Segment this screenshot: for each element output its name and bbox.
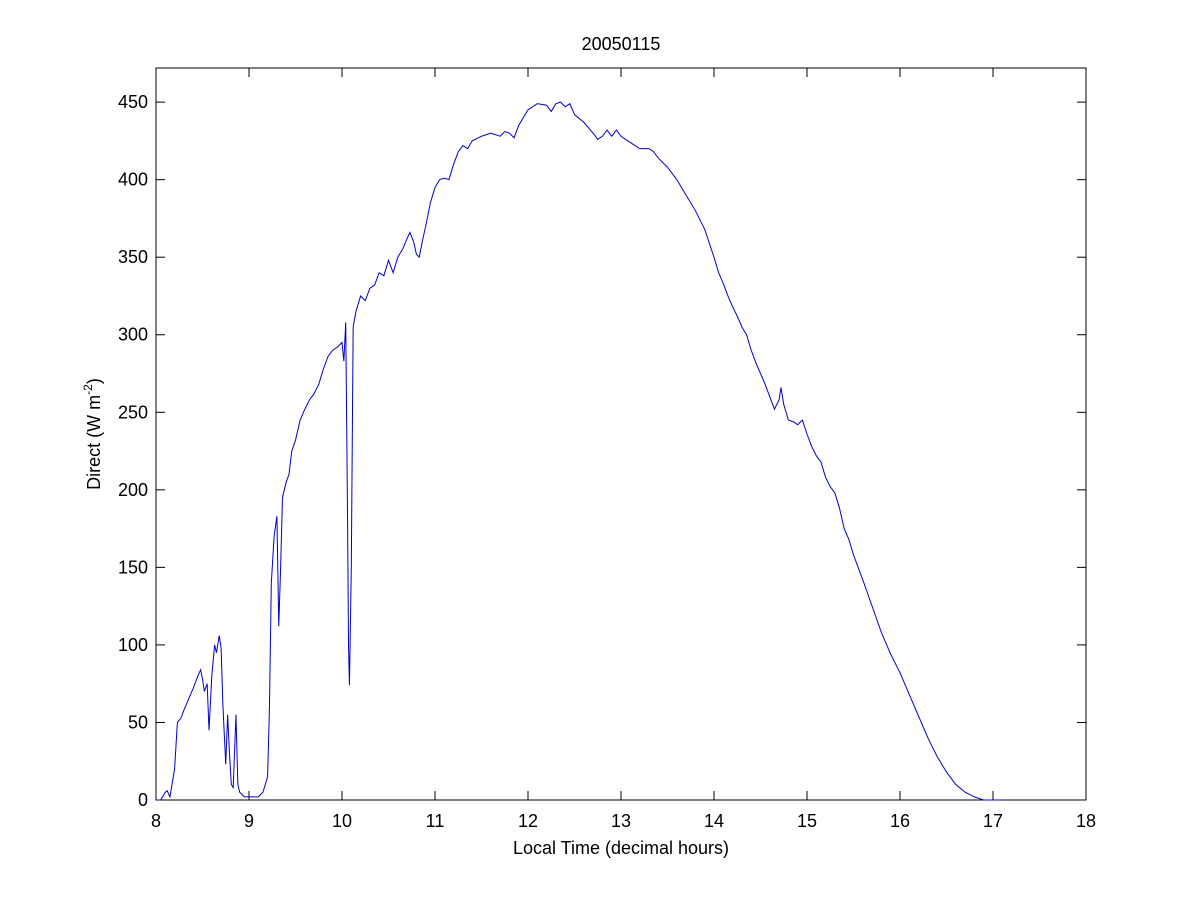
y-tick-label: 50 (128, 712, 148, 732)
x-tick-label: 10 (332, 811, 352, 831)
y-axis-label: Direct (W m-2) (81, 378, 104, 490)
x-tick-label: 14 (704, 811, 724, 831)
x-axis-label: Local Time (decimal hours) (513, 838, 729, 858)
plot-frame (155, 67, 1087, 801)
x-tick-label: 9 (244, 811, 254, 831)
x-tick-label: 16 (890, 811, 910, 831)
x-tick-label: 12 (518, 811, 538, 831)
y-tick-label: 0 (138, 790, 148, 810)
y-tick-label: 400 (118, 170, 148, 190)
data-line (156, 101, 1003, 801)
x-tick-label: 8 (151, 811, 161, 831)
y-tick-label: 150 (118, 557, 148, 577)
y-tick-label: 450 (118, 92, 148, 112)
y-tick-label: 250 (118, 402, 148, 422)
x-tick-label: 15 (797, 811, 817, 831)
y-tick-label: 350 (118, 247, 148, 267)
x-tick-label: 11 (426, 811, 445, 831)
y-tick-label: 200 (118, 480, 148, 500)
y-tick-label: 300 (118, 325, 148, 345)
chart-title: 20050115 (582, 34, 661, 54)
x-tick-label: 17 (983, 811, 1003, 831)
x-tick-label: 13 (611, 811, 631, 831)
x-tick-label: 18 (1076, 811, 1096, 831)
y-tick-label: 100 (118, 635, 148, 655)
